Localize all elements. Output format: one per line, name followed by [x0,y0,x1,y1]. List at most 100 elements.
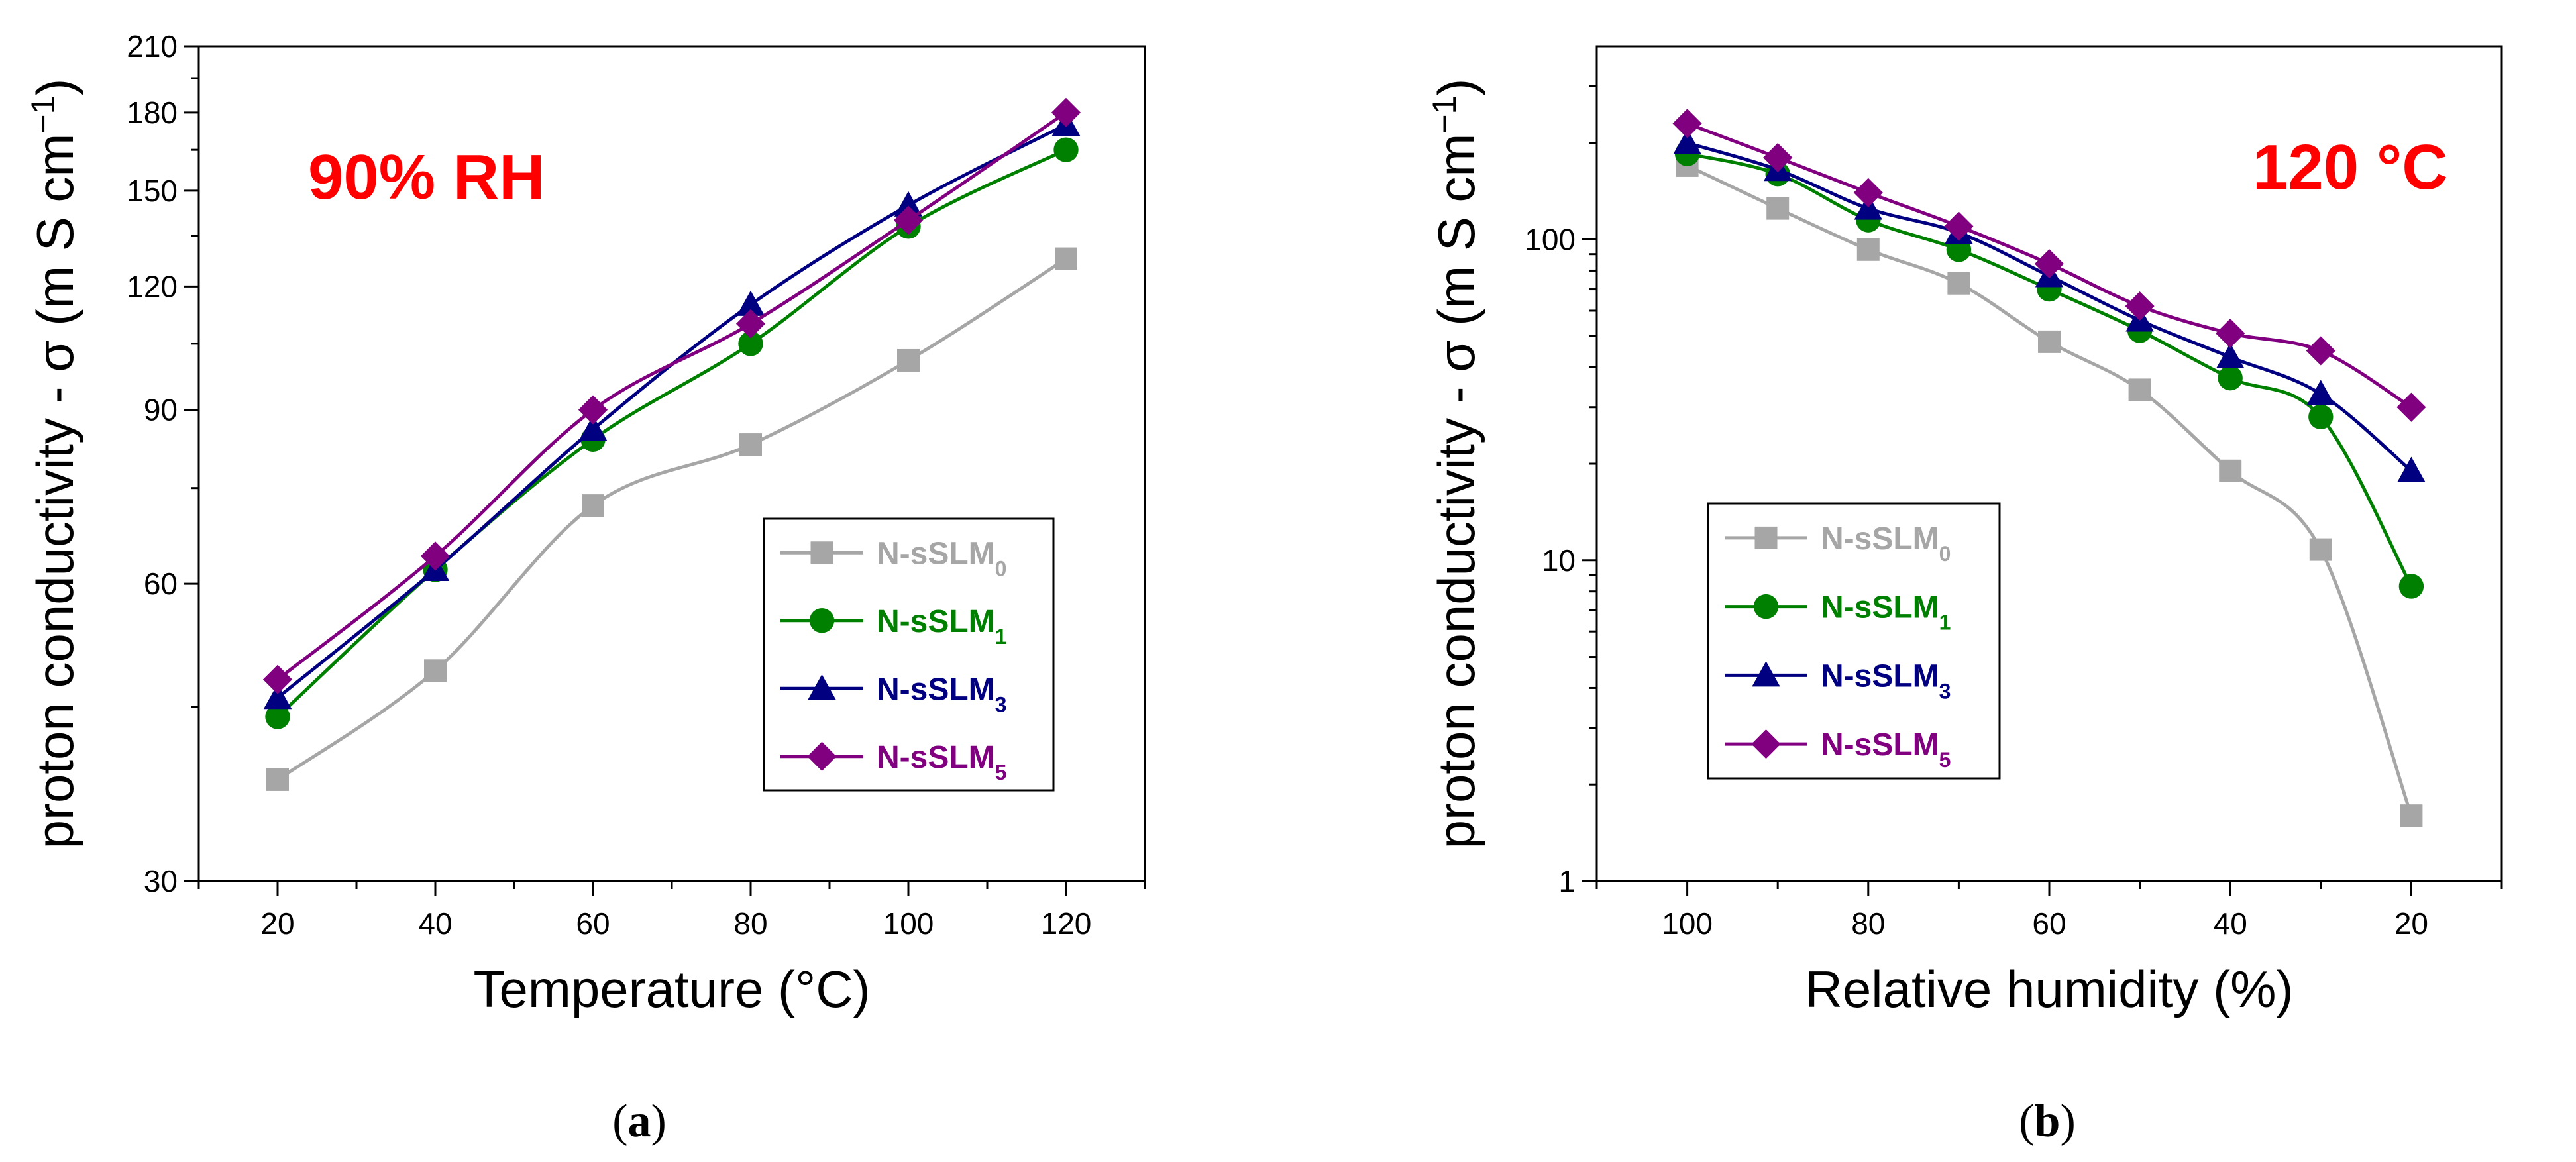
x-tick-label: 60 [2032,906,2066,941]
y-tick-label: 180 [127,95,178,130]
data-point [578,395,608,425]
data-point [1055,247,1077,270]
legend-box [1707,502,2001,780]
legend-label: N-sSLM3 [877,672,1006,716]
data-point [2308,404,2334,429]
legend-label: N-sSLM1 [1821,590,1951,635]
data-point [2398,574,2424,599]
legend-label: N-sSLM3 [1821,659,1951,703]
data-point [262,664,293,694]
data-point [893,205,924,235]
data-point [1947,272,1970,295]
y-tick-label: 100 [1525,223,1576,257]
legend-box [763,517,1055,792]
data-point [2306,380,2335,405]
data-point [1673,129,1701,154]
legend-label: N-sSLM5 [1821,727,1951,772]
data-point [2219,459,2242,482]
x-tick-label: 80 [733,906,767,941]
series-line [276,111,1067,681]
data-point [1051,97,1081,127]
series-n-sslm-5 [1672,109,2426,422]
x-axis-title: Temperature (°C) [473,960,870,1018]
legend: N-sSLM0 N-sSLM1 N-sSLM3 N-sSLM5 [763,517,1055,792]
y-tick-label: 10 [1542,543,1576,578]
legend-label: N-sSLM0 [1821,521,1951,566]
series-line [276,257,1067,781]
legend-marker [810,541,833,564]
panel-label: (a) [612,1096,667,1147]
series-n-sslm-0 [1676,154,2423,827]
legend: N-sSLM0 N-sSLM1 N-sSLM3 N-sSLM5 [1707,502,2001,780]
data-point [1856,238,1880,261]
chart-panel-b: 100 80 60 40 20 1 10 100 Relative humidity (%) pr… [1426,45,2503,1147]
chart-panel-a: 20 40 60 80 100 120 30 60 90 120 150 180 210 Temperat… [25,29,1146,1147]
data-point [1944,211,1974,241]
y-tick-label: 30 [144,864,178,898]
legend-marker [1752,661,1780,687]
y-tick-label: 1 [1558,864,1576,898]
legend-marker [1751,729,1781,759]
data-point [2400,804,2423,827]
data-point [894,191,923,217]
x-tick-label: 20 [260,906,294,941]
y-tick-label: 150 [127,174,178,208]
data-point [735,309,766,339]
legend-marker [1754,526,1778,549]
data-point [424,659,447,682]
condition-annotation: 120 °C [2253,132,2448,203]
data-point [578,415,608,441]
y-tick-label: 210 [127,29,178,64]
data-point [1763,142,1793,173]
x-tick-label: 60 [576,906,610,941]
series-n-sslm-5 [262,97,1081,694]
y-axis-title: proton conductivity - σ (m S cm−1) [25,79,84,849]
y-tick-label: 90 [144,393,178,427]
data-point [1853,178,1883,207]
data-point [2306,336,2335,366]
data-point [2396,392,2426,422]
data-point [265,704,290,729]
condition-annotation: 90% RH [308,142,545,213]
data-point [263,683,292,710]
data-point [2216,319,2245,348]
legend-marker [1753,594,1779,619]
data-point [738,331,763,356]
y-tick-label: 60 [144,566,178,601]
x-tick-label: 80 [1851,906,1885,941]
data-point [736,290,765,316]
data-point [266,768,289,791]
data-point [2218,365,2243,391]
data-point [2038,330,2061,353]
data-point [897,348,920,372]
y-axis-title: proton conductivity - σ (m S cm−1) [1426,79,1485,849]
series-line [276,123,1067,700]
x-tick-label: 40 [2214,906,2247,941]
data-point [1053,137,1079,162]
legend-marker [808,674,836,700]
x-tick-label: 20 [2394,906,2428,941]
panel-label: (b) [2019,1096,2076,1147]
x-tick-label: 120 [1041,906,1092,941]
data-point [2309,538,2332,561]
legend-marker [809,608,835,633]
legend-label: N-sSLM0 [877,536,1006,580]
data-point [1672,109,1702,138]
data-point [420,541,451,571]
data-point [2034,249,2065,279]
x-tick-label: 40 [418,906,452,941]
data-point [2125,291,2155,321]
x-axis-title: Relative humidity (%) [1805,960,2294,1018]
data-point [582,494,604,517]
data-point [2397,456,2426,482]
x-tick-label: 100 [883,906,934,941]
x-tick-label: 100 [1662,906,1713,941]
data-point [2216,343,2245,369]
series-n-sslm-0 [266,247,1077,791]
data-point [1766,197,1790,220]
y-tick-label: 120 [127,269,178,303]
legend-label: N-sSLM1 [877,604,1006,649]
legend-label: N-sSLM5 [877,740,1006,784]
legend-marker [807,741,837,771]
data-point [739,433,762,456]
